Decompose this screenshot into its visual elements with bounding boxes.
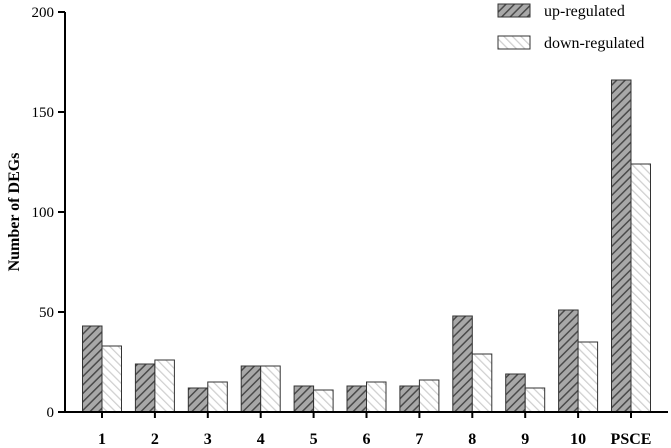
x-tick-label: PSCE xyxy=(611,431,652,448)
bar-down-7 xyxy=(418,379,440,413)
bar-up-3 xyxy=(187,387,209,413)
legend-label-down-regulated: down-regulated xyxy=(544,35,644,52)
bar-down-1 xyxy=(101,345,122,413)
legend-swatch-up-regulated xyxy=(497,3,531,18)
x-tick-label: 2 xyxy=(151,431,159,448)
bar-up-5 xyxy=(293,385,315,413)
bar-up-6 xyxy=(346,385,367,413)
x-tick-label: 3 xyxy=(204,431,212,448)
y-axis-ticks: 0 50 100 150 200 xyxy=(32,5,65,421)
bar-up-9 xyxy=(505,373,526,413)
bar-down-9 xyxy=(524,387,546,413)
x-tick-label: 1 xyxy=(98,431,106,448)
x-tick-label: 7 xyxy=(415,431,423,448)
bar-up-8 xyxy=(452,315,473,413)
y-tick-label: 100 xyxy=(32,205,55,221)
bar-down-PSCE xyxy=(630,163,651,413)
x-tick-label: 9 xyxy=(521,431,529,448)
y-tick-label: 50 xyxy=(39,305,54,321)
y-tick-label: 0 xyxy=(47,405,55,421)
x-tick-label: 4 xyxy=(257,431,265,448)
bar-up-10 xyxy=(558,309,579,413)
x-tick-label: 6 xyxy=(363,431,371,448)
bar-down-8 xyxy=(471,353,493,413)
x-axis-ticks: 1 2 3 4 5 6 7 8 9 10 PSCE xyxy=(98,412,651,448)
bar-up-2 xyxy=(134,363,156,413)
x-tick-label: 10 xyxy=(570,431,586,448)
x-tick-label: 5 xyxy=(310,431,318,448)
bar-down-4 xyxy=(260,365,281,413)
x-tick-label: 8 xyxy=(468,431,476,448)
bar-down-6 xyxy=(366,381,387,413)
bar-down-10 xyxy=(577,341,599,413)
bar-down-5 xyxy=(313,389,334,413)
y-tick-label: 200 xyxy=(32,5,55,21)
bar-up-7 xyxy=(399,385,420,413)
bar-up-4 xyxy=(240,365,262,413)
legend-swatch-down-regulated xyxy=(497,35,531,50)
bar-down-3 xyxy=(207,381,228,413)
legend-label-up-regulated: up-regulated xyxy=(544,3,625,20)
y-tick-label: 150 xyxy=(32,105,55,121)
legend: up-regulated down-regulated xyxy=(497,3,644,52)
bar-up-1 xyxy=(82,325,103,413)
bar-up-PSCE xyxy=(611,79,632,413)
y-axis-title: Number of DEGs xyxy=(6,153,23,272)
bars-group xyxy=(82,79,651,413)
bar-down-2 xyxy=(154,359,175,413)
